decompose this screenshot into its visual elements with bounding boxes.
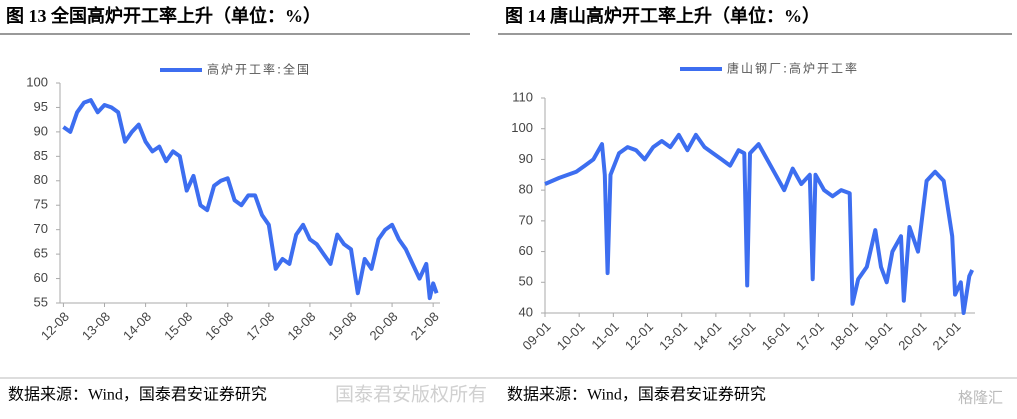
x-tick-label: 18-01 — [827, 319, 861, 353]
source: 数据来源：Wind，国泰君安证券研究 — [8, 386, 267, 404]
legend-label: 唐山钢厂:高炉开工率 — [727, 61, 859, 76]
y-tick-label: 80 — [34, 172, 48, 187]
x-tick-label: 13-08 — [79, 309, 113, 343]
watermark: 国泰君安版权所有 — [335, 383, 487, 405]
y-tick-label: 90 — [34, 123, 48, 138]
y-tick-label: 60 — [34, 270, 48, 285]
series-line — [62, 98, 439, 301]
x-tick-label: 19-08 — [325, 309, 359, 343]
y-tick-label: 110 — [512, 89, 533, 104]
x-tick-label: 15-01 — [724, 319, 758, 353]
y-tick-label: 50 — [519, 274, 533, 289]
x-tick-label: 14-01 — [690, 319, 724, 353]
legend-label: 高炉开工率:全国 — [207, 62, 311, 77]
y-tick-label: 75 — [34, 197, 48, 212]
y-tick-label: 100 — [511, 120, 533, 135]
x-tick-label: 20-08 — [367, 309, 401, 343]
x-tick-label: 12-08 — [38, 309, 72, 343]
chart-title: 图 14 唐山高炉开工率上升（单位：%） — [505, 5, 820, 26]
x-tick-label: 14-08 — [120, 309, 154, 343]
y-tick-label: 40 — [519, 304, 533, 319]
x-tick-label: 17-01 — [793, 319, 827, 353]
y-tick-label: 70 — [519, 212, 533, 227]
source: 数据来源：Wind，国泰君安证券研究 — [507, 386, 766, 404]
x-tick-label: 10-01 — [554, 319, 588, 353]
y-tick-label: 70 — [34, 221, 48, 236]
x-tick-label: 11-01 — [588, 319, 621, 352]
y-tick-label: 85 — [34, 148, 48, 163]
logo: 格隆汇 — [958, 389, 1003, 407]
x-tick-label: 17-08 — [243, 309, 277, 343]
y-tick-label: 95 — [34, 99, 48, 114]
x-tick-label: 19-01 — [861, 319, 895, 353]
x-tick-label: 20-01 — [895, 319, 929, 353]
y-tick-label: 90 — [519, 151, 533, 166]
y-tick-label: 80 — [519, 182, 533, 197]
x-tick-label: 13-01 — [656, 319, 690, 353]
x-tick-label: 18-08 — [284, 309, 318, 343]
x-tick-label: 15-08 — [161, 309, 195, 343]
series-line — [544, 132, 975, 315]
x-tick-label: 16-08 — [202, 309, 236, 343]
x-tick-label: 12-01 — [622, 319, 656, 353]
x-tick-label: 16-01 — [759, 319, 793, 353]
y-tick-label: 60 — [519, 243, 533, 258]
x-tick-label: 09-01 — [519, 319, 553, 353]
y-tick-label: 100 — [26, 74, 48, 89]
y-tick-label: 65 — [34, 246, 48, 261]
x-tick-label: 21-01 — [930, 319, 964, 353]
chart-title: 图 13 全国高炉开工率上升（单位：%） — [6, 5, 321, 26]
x-tick-label: 21-08 — [408, 309, 442, 343]
y-tick-label: 55 — [34, 294, 48, 309]
